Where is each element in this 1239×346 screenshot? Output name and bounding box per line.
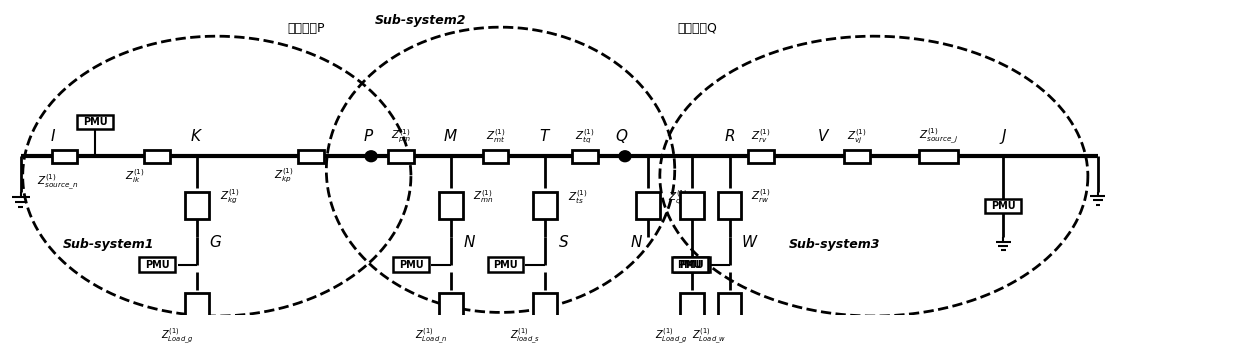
Bar: [680, 192, 704, 219]
Text: $P$: $P$: [363, 128, 374, 144]
Bar: [388, 150, 414, 163]
Text: PMU: PMU: [679, 260, 704, 270]
Text: 分区节点Q: 分区节点Q: [678, 21, 717, 35]
Text: $T$: $T$: [539, 128, 551, 144]
Text: $Z_{pm}^{(1)}$: $Z_{pm}^{(1)}$: [390, 128, 411, 145]
Bar: [185, 192, 209, 219]
Text: $K$: $K$: [191, 128, 203, 144]
Text: $Z_{tq}^{(1)}$: $Z_{tq}^{(1)}$: [575, 127, 595, 146]
Circle shape: [366, 151, 377, 162]
Text: Sub-system2: Sub-system2: [375, 14, 467, 27]
Bar: [144, 150, 170, 163]
Bar: [918, 150, 959, 163]
Bar: [674, 257, 710, 272]
Bar: [717, 293, 741, 322]
Bar: [844, 150, 870, 163]
Text: $Z_{kp}^{(1)}$: $Z_{kp}^{(1)}$: [274, 167, 294, 185]
Text: $Z_{ts}^{(1)}$: $Z_{ts}^{(1)}$: [569, 188, 589, 206]
Text: Sub-system3: Sub-system3: [789, 238, 881, 251]
Text: $N$: $N$: [462, 234, 476, 250]
Bar: [139, 257, 175, 272]
Bar: [672, 257, 707, 272]
Text: $Z_{Load\_g}^{(1)}$: $Z_{Load\_g}^{(1)}$: [655, 327, 688, 346]
Text: $G$: $G$: [209, 234, 222, 250]
Text: $Z_{load\_s}^{(1)}$: $Z_{load\_s}^{(1)}$: [510, 327, 540, 346]
Text: $N$: $N$: [631, 234, 643, 250]
Bar: [748, 150, 774, 163]
Bar: [439, 192, 462, 219]
Text: $J$: $J$: [999, 127, 1007, 146]
Bar: [439, 293, 462, 322]
Bar: [717, 192, 741, 219]
Text: $I$: $I$: [50, 128, 56, 144]
Text: $Z_{source\_j}^{(1)}$: $Z_{source\_j}^{(1)}$: [919, 127, 958, 146]
Text: $Z_{rw}^{(1)}$: $Z_{rw}^{(1)}$: [751, 188, 771, 206]
Bar: [533, 293, 558, 322]
Text: $W$: $W$: [741, 234, 760, 250]
Text: Sub-system1: Sub-system1: [62, 238, 154, 251]
Bar: [483, 150, 508, 163]
Bar: [533, 192, 558, 219]
Text: PMU: PMU: [83, 117, 108, 127]
Text: PMU: PMU: [145, 260, 170, 270]
Text: $Z_{kg}^{(1)}$: $Z_{kg}^{(1)}$: [219, 188, 239, 206]
Bar: [488, 257, 523, 272]
Text: PMU: PMU: [991, 201, 1016, 211]
Text: $Z_{Load\_w}^{(1)}$: $Z_{Load\_w}^{(1)}$: [693, 327, 727, 346]
Bar: [78, 115, 113, 129]
Bar: [185, 293, 209, 322]
Circle shape: [620, 151, 631, 162]
Text: $Z_{vj}^{(1)}$: $Z_{vj}^{(1)}$: [847, 127, 867, 146]
Text: $Q$: $Q$: [616, 127, 628, 145]
Text: $Z_{source\_n}^{(1)}$: $Z_{source\_n}^{(1)}$: [37, 172, 78, 191]
Bar: [52, 150, 78, 163]
Text: $Z_{mn}^{(1)}$: $Z_{mn}^{(1)}$: [472, 189, 493, 205]
Bar: [299, 150, 325, 163]
Text: $M$: $M$: [444, 128, 458, 144]
Text: PMU: PMU: [678, 260, 703, 270]
Text: $V$: $V$: [818, 128, 830, 144]
Text: PMU: PMU: [493, 260, 518, 270]
Text: $Z_{qr}^{(1)}$: $Z_{qr}^{(1)}$: [668, 188, 688, 206]
Text: $Z_{ik}^{(1)}$: $Z_{ik}^{(1)}$: [125, 167, 145, 185]
Text: $S$: $S$: [559, 234, 570, 250]
Text: $Z_{Load\_g}^{(1)}$: $Z_{Load\_g}^{(1)}$: [161, 327, 193, 346]
Text: $Z_{mt}^{(1)}$: $Z_{mt}^{(1)}$: [486, 127, 506, 145]
Text: $R$: $R$: [724, 128, 735, 144]
Bar: [985, 199, 1021, 213]
Text: $Z_{rv}^{(1)}$: $Z_{rv}^{(1)}$: [752, 128, 771, 145]
Bar: [636, 192, 660, 219]
Bar: [393, 257, 429, 272]
Text: PMU: PMU: [399, 260, 424, 270]
Bar: [572, 150, 598, 163]
Text: $Z_{Load\_n}^{(1)}$: $Z_{Load\_n}^{(1)}$: [415, 327, 447, 346]
Text: 分区节点P: 分区节点P: [287, 21, 325, 35]
Bar: [680, 293, 704, 322]
